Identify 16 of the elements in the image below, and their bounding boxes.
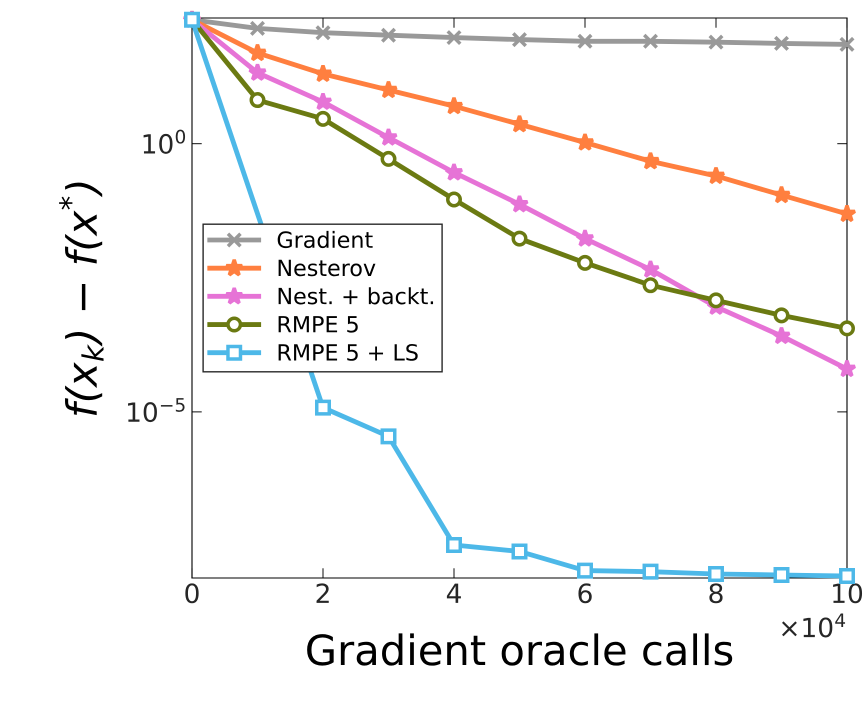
x-tick-label: 2	[316, 583, 329, 603]
x-tick-label: 4	[446, 584, 461, 603]
legend-label: Gradient	[278, 230, 373, 248]
x-tick-label: 6	[578, 583, 592, 604]
x-axis-title: Gradient oracle calls	[307, 633, 732, 666]
x-tick-label: 8	[709, 583, 723, 604]
text: ×10$^{4}$	[782, 614, 846, 638]
y-tick-label: 10$^{0}$	[144, 130, 186, 154]
legend-label: Nesterov	[278, 260, 376, 276]
legend-label: RMPE 5	[278, 316, 358, 333]
y-tick-label: 10$^{−5}$	[128, 398, 185, 422]
legend-label: Nest. + backt.	[278, 287, 434, 304]
y-axis-title: f(x$_{k}$) − f(x$^{*}$)	[59, 182, 104, 416]
x-tick-label: 0	[185, 583, 199, 604]
legend-label: RMPE 5 + LS	[278, 344, 418, 361]
x-tick-label: 10	[833, 583, 862, 604]
